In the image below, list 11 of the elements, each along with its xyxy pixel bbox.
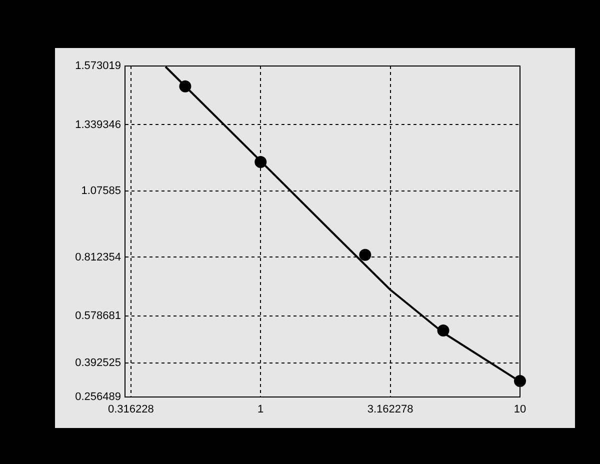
x-tick-label: 3.162278 (367, 404, 414, 416)
y-tick-label: 1.339346 (75, 118, 121, 131)
y-tick-label: 0.578681 (75, 310, 121, 322)
y-tick-label: 0.392525 (75, 356, 121, 369)
y-tick-label: 0.812354 (75, 251, 121, 264)
x-tick-label: 0.316228 (108, 404, 154, 416)
y-tick-label: 1.07585 (81, 185, 121, 198)
x-tick-label: 10 (514, 404, 526, 416)
y-tick-label: 1.573019 (75, 60, 121, 72)
y-tick-label: 0.256489 (75, 391, 121, 404)
x-tick-label: 1 (258, 404, 264, 416)
